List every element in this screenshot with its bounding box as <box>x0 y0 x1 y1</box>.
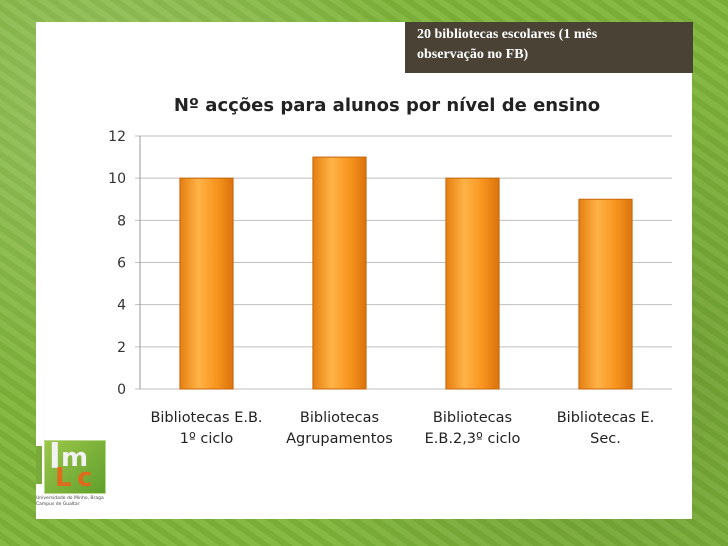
callout-line-1: 20 bibliotecas escolares (1 mês <box>417 27 598 42</box>
callout-line-2: observação no FB) <box>417 47 529 62</box>
y-tick-label: 0 <box>117 382 126 398</box>
y-tick-label: 12 <box>108 129 126 145</box>
y-tick-label: 8 <box>117 213 126 229</box>
y-tick-label: 6 <box>117 256 126 272</box>
logo-caption-line-1: Universidade do Minho, Braga <box>36 496 104 501</box>
y-tick-label: 4 <box>117 298 126 314</box>
bar <box>312 156 367 390</box>
x-category-label: Sec. <box>590 431 621 447</box>
bar <box>578 198 633 390</box>
chart-title: Nº acções para alunos por nível de ensin… <box>174 95 600 116</box>
logo-caption-line-2: Campus de Gualtar <box>36 502 80 507</box>
university-logo: l m L c Universidade do Minho, Braga Cam… <box>36 437 120 516</box>
callout-box: 20 bibliotecas escolares (1 mês observaç… <box>405 22 693 73</box>
bar <box>445 177 500 390</box>
lmc-logo-icon: l m L c <box>44 437 106 494</box>
y-tick-label: 2 <box>117 340 126 356</box>
x-category-label: Bibliotecas <box>433 410 512 426</box>
y-tick-label: 10 <box>108 171 126 187</box>
x-category-label: 1º ciclo <box>180 431 234 447</box>
bar <box>179 177 234 390</box>
x-category-label: Bibliotecas <box>300 410 379 426</box>
x-category-label: Bibliotecas E. <box>557 410 655 426</box>
x-category-label: Bibliotecas E.B. <box>150 410 262 426</box>
x-category-label: E.B.2,3º ciclo <box>425 431 521 447</box>
x-category-label: Agrupamentos <box>286 431 393 447</box>
logo-side-bar <box>36 446 42 484</box>
